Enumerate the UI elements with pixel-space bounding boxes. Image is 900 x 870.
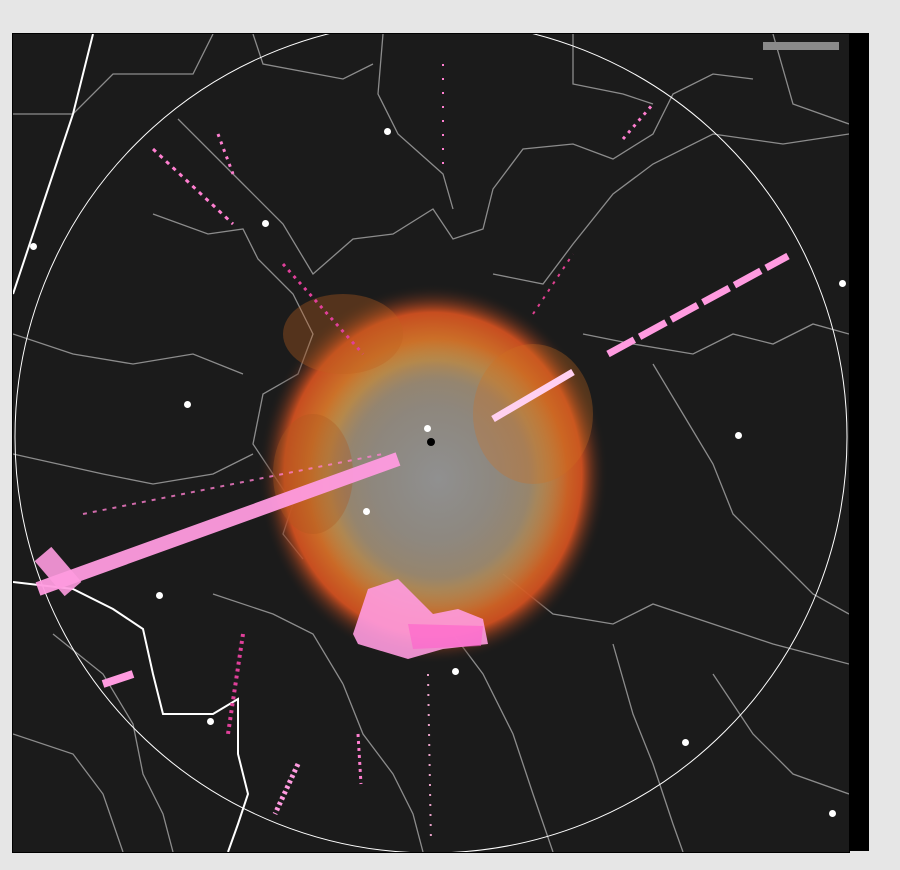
radar-svg <box>13 34 849 852</box>
city-marker <box>363 508 370 515</box>
city-marker <box>735 432 742 439</box>
city-marker <box>156 592 163 599</box>
range-ring <box>14 34 848 852</box>
province-borders <box>13 34 250 852</box>
scan-info-box <box>763 42 839 50</box>
city-marker <box>184 401 191 408</box>
colorbar <box>849 33 869 851</box>
city-marker <box>384 128 391 135</box>
city-marker <box>839 280 846 287</box>
city-marker <box>30 243 37 250</box>
city-marker <box>207 718 214 725</box>
radar-site-marker <box>427 438 435 446</box>
city-marker <box>424 425 431 432</box>
city-marker <box>262 220 269 227</box>
city-marker <box>682 739 689 746</box>
radar-echo <box>34 64 790 845</box>
radar-map[interactable] <box>12 33 850 853</box>
city-marker <box>829 810 836 817</box>
city-marker <box>452 668 459 675</box>
